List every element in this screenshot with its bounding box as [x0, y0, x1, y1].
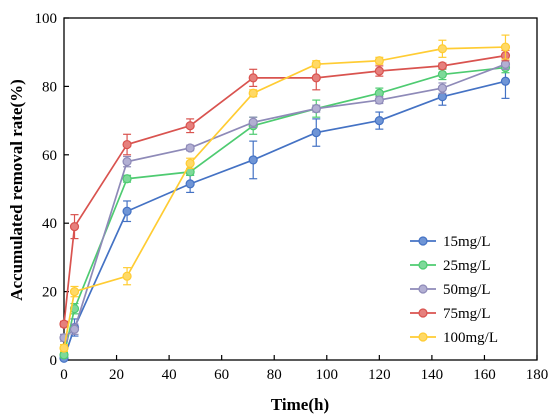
x-tick-label: 120	[368, 367, 391, 383]
y-tick-label: 60	[42, 148, 57, 164]
legend-label: 15mg/L	[443, 234, 491, 250]
series-line	[63, 80, 506, 359]
data-point	[311, 59, 321, 69]
data-point	[500, 76, 511, 86]
data-point	[59, 343, 69, 353]
x-tick-label: 180	[526, 367, 549, 383]
legend: 15mg/L 25mg/L 50mg/L 75mg/L 100mg/L	[410, 234, 498, 346]
data-point	[374, 95, 384, 105]
data-point	[500, 42, 511, 52]
y-tick-label: 100	[35, 11, 58, 27]
series-layer	[59, 34, 511, 363]
data-point	[437, 69, 447, 80]
data-point	[69, 287, 80, 297]
axis-ticks: 0 20 40 60 80 100 120 140 160 180 0 20 40 60 80 100	[35, 11, 549, 383]
series-line	[63, 46, 506, 349]
data-point	[500, 59, 511, 69]
x-tick-label: 0	[60, 367, 68, 383]
legend-marker	[418, 332, 428, 342]
y-tick-label: 20	[42, 285, 57, 301]
data-point	[185, 158, 195, 168]
legend-item: 15mg/L	[410, 234, 491, 250]
data-point	[185, 143, 195, 153]
data-point	[69, 222, 80, 232]
data-point	[437, 83, 447, 93]
data-point	[69, 324, 80, 334]
data-point	[185, 179, 195, 189]
data-point	[122, 157, 132, 167]
y-axis-title: Accumulated removal rate(%)	[7, 79, 26, 301]
legend-marker	[418, 308, 428, 318]
plot-frame	[63, 17, 538, 361]
data-point	[311, 104, 321, 114]
legend-label: 75mg/L	[443, 306, 491, 322]
data-point	[248, 88, 258, 98]
legend-label: 25mg/L	[443, 258, 491, 274]
series-4	[59, 49, 511, 329]
data-point	[185, 121, 195, 131]
data-point	[248, 155, 258, 165]
legend-label: 100mg/L	[443, 330, 498, 346]
data-point	[374, 115, 384, 126]
series-5	[59, 34, 511, 353]
x-tick-label: 60	[214, 367, 229, 383]
legend-item: 75mg/L	[410, 306, 491, 322]
y-tick-label: 80	[42, 79, 57, 95]
data-point	[437, 92, 447, 102]
data-point	[374, 56, 384, 66]
data-point	[248, 73, 258, 83]
data-point	[122, 139, 132, 150]
x-tick-label: 160	[473, 367, 496, 383]
data-point	[374, 66, 384, 76]
legend-marker	[418, 284, 428, 294]
data-point	[122, 206, 132, 216]
data-point	[311, 127, 321, 138]
legend-item: 50mg/L	[410, 282, 491, 298]
data-point	[437, 61, 447, 71]
legend-marker	[418, 260, 428, 270]
legend-item: 100mg/L	[410, 330, 498, 346]
legend-item: 25mg/L	[410, 258, 491, 274]
data-point	[437, 44, 447, 54]
x-axis-title: Time(h)	[271, 395, 329, 414]
x-tick-label: 140	[421, 367, 444, 383]
data-point	[122, 271, 132, 281]
x-tick-label: 80	[267, 367, 282, 383]
x-tick-label: 20	[109, 367, 124, 383]
data-point	[59, 319, 69, 329]
x-tick-label: 40	[162, 367, 177, 383]
x-tick-label: 100	[316, 367, 339, 383]
legend-marker	[418, 236, 428, 246]
y-tick-label: 40	[42, 216, 57, 232]
data-point	[311, 73, 321, 83]
data-point	[248, 117, 258, 127]
data-point	[122, 174, 132, 184]
y-tick-label: 0	[50, 353, 58, 369]
legend-label: 50mg/L	[443, 282, 491, 298]
